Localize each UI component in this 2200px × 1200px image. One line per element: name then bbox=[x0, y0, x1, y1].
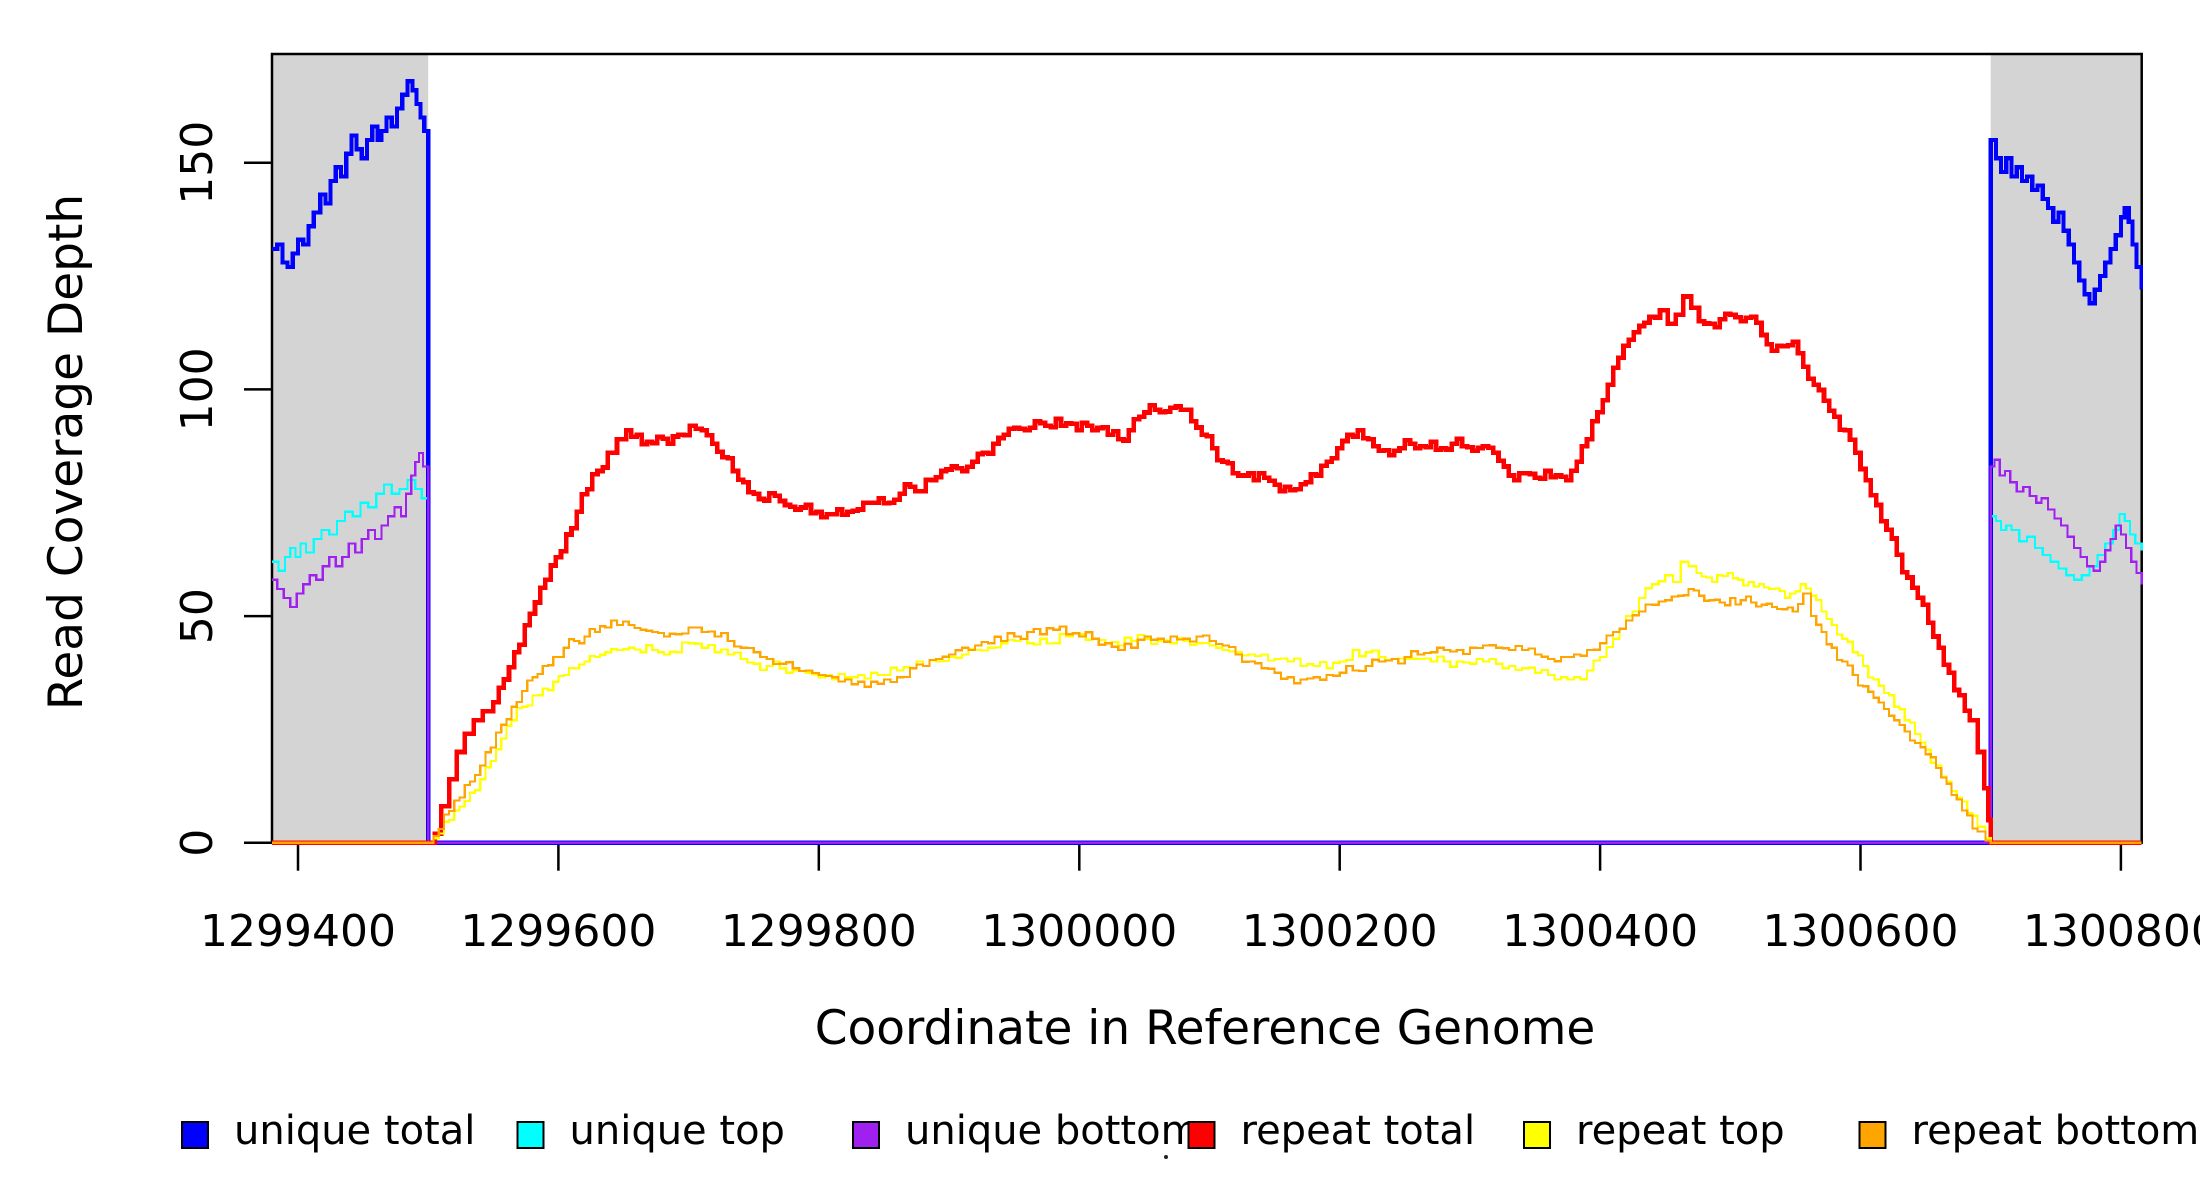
series-line-repeat-total bbox=[272, 294, 2142, 845]
legend-swatch-icon bbox=[1858, 1121, 1887, 1149]
legend-swatch-icon bbox=[1523, 1121, 1551, 1149]
legend-swatch-icon bbox=[852, 1121, 880, 1149]
legend-label: unique total bbox=[234, 1108, 475, 1154]
x-tick-label: 1300400 bbox=[1502, 906, 1698, 957]
legend-swatch-icon bbox=[1187, 1121, 1216, 1149]
legend-swatch-icon bbox=[516, 1121, 545, 1149]
axes: 1299400 1299600 1299800 1300000 1300200 13004… bbox=[172, 121, 2200, 957]
shaded-region-right-flank bbox=[1990, 54, 2142, 843]
x-tick-label: 1300800 bbox=[2023, 906, 2200, 957]
series-line-repeat-bottom bbox=[272, 587, 2142, 844]
series-line-repeat-top bbox=[272, 560, 2142, 844]
x-tick-label: 1300000 bbox=[981, 906, 1177, 957]
legend-label: repeat total bbox=[1241, 1108, 1476, 1154]
x-tick-label: 1299400 bbox=[200, 906, 396, 957]
legend: unique total unique top unique bottom repea… bbox=[181, 1108, 2200, 1154]
x-tick-label: 1299800 bbox=[721, 906, 917, 957]
legend-label: repeat top bbox=[1576, 1108, 1785, 1154]
x-tick-label: 1300200 bbox=[1242, 906, 1438, 957]
legend-label: unique bottom bbox=[905, 1108, 1200, 1154]
legend-item-unique-bottom: unique bottom bbox=[852, 1108, 1200, 1154]
y-tick-label: 150 bbox=[172, 121, 223, 205]
stray-mark-dot bbox=[1164, 1155, 1168, 1159]
y-axis-title: Read Coverage Depth bbox=[39, 194, 94, 710]
legend-item-unique-total: unique total bbox=[181, 1108, 475, 1154]
plot-border-box bbox=[270, 52, 2143, 844]
series-line-unique-bottom bbox=[272, 451, 2143, 844]
legend-item-repeat-bottom: repeat bottom bbox=[1858, 1108, 2200, 1154]
legend-item-repeat-top: repeat top bbox=[1523, 1108, 1785, 1154]
x-tick-label: 1299600 bbox=[460, 906, 656, 957]
y-tick-label: 100 bbox=[172, 347, 223, 431]
legend-swatch-icon bbox=[181, 1121, 209, 1149]
legend-label: repeat bottom bbox=[1912, 1108, 2200, 1154]
legend-item-repeat-total: repeat total bbox=[1187, 1108, 1476, 1154]
series-lines bbox=[272, 79, 2143, 845]
y-tick-label: 0 bbox=[172, 829, 223, 857]
x-tick-label: 1300600 bbox=[1763, 906, 1959, 957]
shaded-region-left-flank bbox=[272, 54, 429, 843]
y-tick-label: 50 bbox=[172, 588, 223, 644]
legend-item-unique-top: unique top bbox=[516, 1108, 785, 1154]
x-axis-title: Coordinate in Reference Genome bbox=[815, 1001, 1596, 1056]
shaded-regions bbox=[272, 54, 2142, 843]
legend-label: unique top bbox=[570, 1108, 785, 1154]
